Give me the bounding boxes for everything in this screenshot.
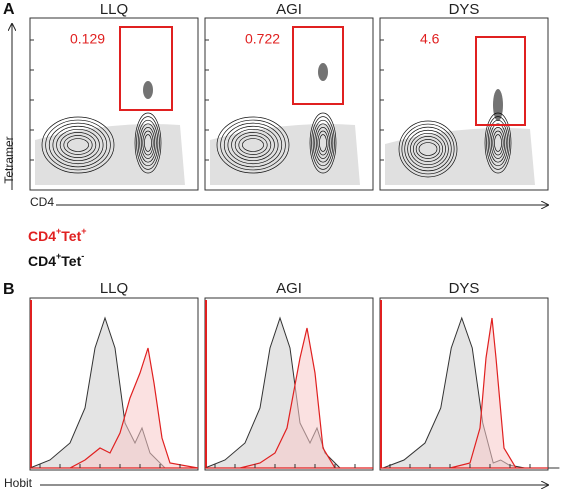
plot-frame (204, 17, 374, 191)
noise-band (210, 124, 360, 185)
contour (142, 130, 154, 156)
noise-band (385, 128, 535, 185)
x-axis-label: CD4 (30, 195, 54, 209)
legend-entry: CD4+Tet- (28, 251, 84, 268)
contour-plot (210, 63, 360, 185)
gate (475, 36, 526, 126)
gate-value: 4.6 (420, 31, 440, 47)
contour (231, 128, 275, 162)
contour (216, 116, 290, 174)
contour (398, 120, 458, 178)
panel-label: B (3, 281, 15, 298)
contour (220, 119, 286, 171)
gate-value: 0.129 (70, 31, 105, 47)
contour (45, 119, 111, 171)
contour (63, 135, 93, 155)
contour (41, 116, 115, 174)
plot-frame (379, 17, 549, 191)
legend-entry: CD4+Tet+ (28, 226, 87, 243)
contour (139, 123, 157, 163)
contour-plot (385, 89, 535, 185)
contour (144, 134, 152, 152)
plot-title: DYS (449, 1, 480, 18)
histogram-pos (205, 327, 373, 469)
contour (319, 134, 327, 152)
contour (401, 123, 455, 175)
contour (315, 127, 331, 159)
gate (119, 26, 173, 111)
gate-value: 0.722 (245, 31, 280, 47)
contour (418, 142, 438, 156)
contour (137, 119, 159, 167)
plot-title: DYS (449, 280, 480, 297)
histogram-neg (382, 316, 560, 469)
contour (312, 119, 334, 167)
plot-title: LLQ (100, 1, 128, 18)
contour (67, 138, 89, 152)
gated-cells (493, 89, 503, 121)
contour (489, 123, 507, 163)
x-axis-label: Hobit (4, 476, 33, 490)
contour (136, 116, 160, 170)
contour (48, 122, 108, 168)
contour (309, 112, 337, 174)
contour (242, 138, 264, 152)
plot-title: LLQ (100, 280, 128, 297)
contour (59, 132, 97, 158)
contour (56, 128, 100, 162)
contour (490, 127, 506, 159)
contour (140, 127, 156, 159)
contour-plot (35, 81, 185, 185)
contour (494, 134, 502, 152)
histogram-pos (380, 317, 548, 469)
gated-cells (318, 63, 328, 81)
y-axis-label: Tetramer (2, 136, 16, 183)
contour (223, 122, 283, 168)
contour (134, 112, 162, 174)
contour (407, 129, 449, 169)
gate (292, 26, 344, 105)
contour (52, 125, 104, 165)
contour (492, 130, 504, 156)
contour (311, 116, 335, 170)
contour (238, 135, 268, 155)
contour (227, 125, 279, 165)
plot-frame (29, 17, 199, 191)
contour (410, 132, 446, 166)
contour (412, 136, 444, 162)
contour (314, 123, 332, 163)
panel-label: A (3, 1, 15, 18)
gated-cells (143, 81, 153, 99)
contour (317, 130, 329, 156)
noise-band (35, 124, 185, 185)
plot-title: AGI (276, 280, 302, 297)
contour (234, 132, 272, 158)
plot-title: AGI (276, 1, 302, 18)
contour (415, 139, 441, 159)
histogram-pos (30, 347, 199, 469)
contour (404, 126, 452, 172)
